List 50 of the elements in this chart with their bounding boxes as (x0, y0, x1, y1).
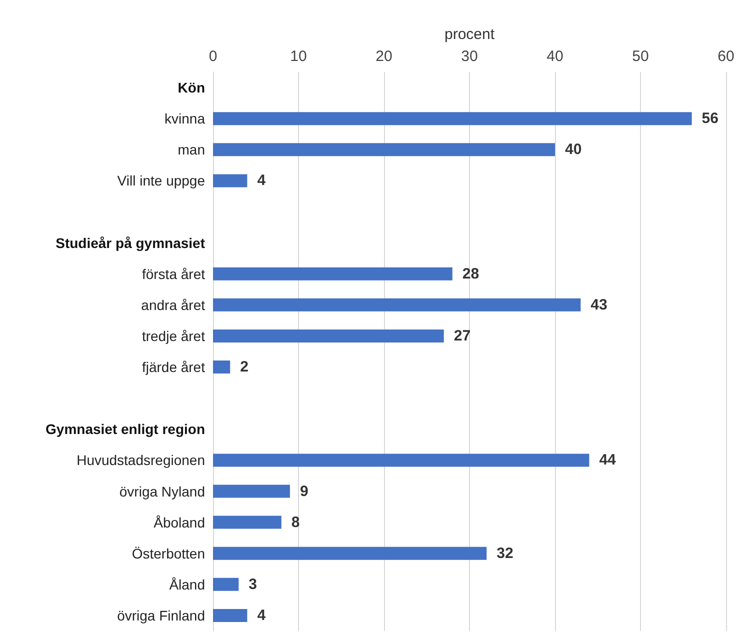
bar (213, 578, 239, 591)
data-label: 40 (565, 141, 582, 158)
y-tick-label: Gymnasiet enligt region (46, 421, 205, 438)
bar (213, 143, 555, 156)
bar (213, 112, 692, 126)
x-tick-label: 20 (376, 48, 392, 65)
bar (213, 298, 581, 312)
y-tick-label: Huvudstadsregionen (76, 452, 205, 468)
data-label: 44 (599, 452, 617, 469)
bar (213, 329, 444, 342)
data-label: 28 (462, 265, 480, 282)
data-label: 32 (496, 544, 514, 562)
x-tick-label: 10 (290, 48, 307, 65)
x-tick-label: 40 (546, 48, 564, 65)
bar (213, 516, 282, 529)
data-label: 4 (257, 606, 266, 624)
data-label: 2 (240, 358, 248, 376)
y-tick-label: Vill inte uppge (117, 172, 206, 189)
data-label: 56 (702, 110, 718, 128)
bar (213, 360, 230, 374)
y-tick-label: kvinna (164, 110, 206, 127)
bar (213, 484, 290, 498)
x-axis-title: procent (444, 26, 496, 43)
data-label: 8 (291, 514, 300, 531)
y-tick-label: Studieår på gymnasiet (56, 234, 206, 251)
y-tick-label: övriga Nyland (119, 483, 205, 500)
data-label: 27 (454, 327, 471, 344)
bar (213, 267, 452, 280)
y-tick-label: Åboland (154, 514, 205, 530)
data-label: 9 (300, 482, 308, 500)
bar (213, 546, 487, 560)
data-label: 43 (590, 296, 608, 314)
y-tick-label: man (178, 142, 205, 158)
y-tick-label: övriga Finland (117, 607, 205, 624)
y-tick-label: tredje året (142, 328, 206, 344)
x-tick-label: 0 (208, 48, 218, 65)
y-tick-label: första året (142, 266, 206, 282)
data-label: 3 (248, 576, 257, 593)
y-tick-label: Österbotten (132, 545, 205, 562)
bar (213, 174, 248, 188)
y-tick-label: Åland (169, 576, 205, 592)
bar (213, 454, 590, 467)
bar (213, 608, 248, 622)
y-tick-label: andra året (141, 296, 206, 313)
x-tick-label: 30 (461, 48, 478, 65)
y-tick-label: fjärde året (142, 359, 206, 376)
x-tick-label: 50 (632, 48, 649, 65)
y-tick-label: Kön (178, 80, 205, 96)
data-label: 4 (257, 172, 266, 190)
x-tick-label: 60 (718, 48, 734, 65)
